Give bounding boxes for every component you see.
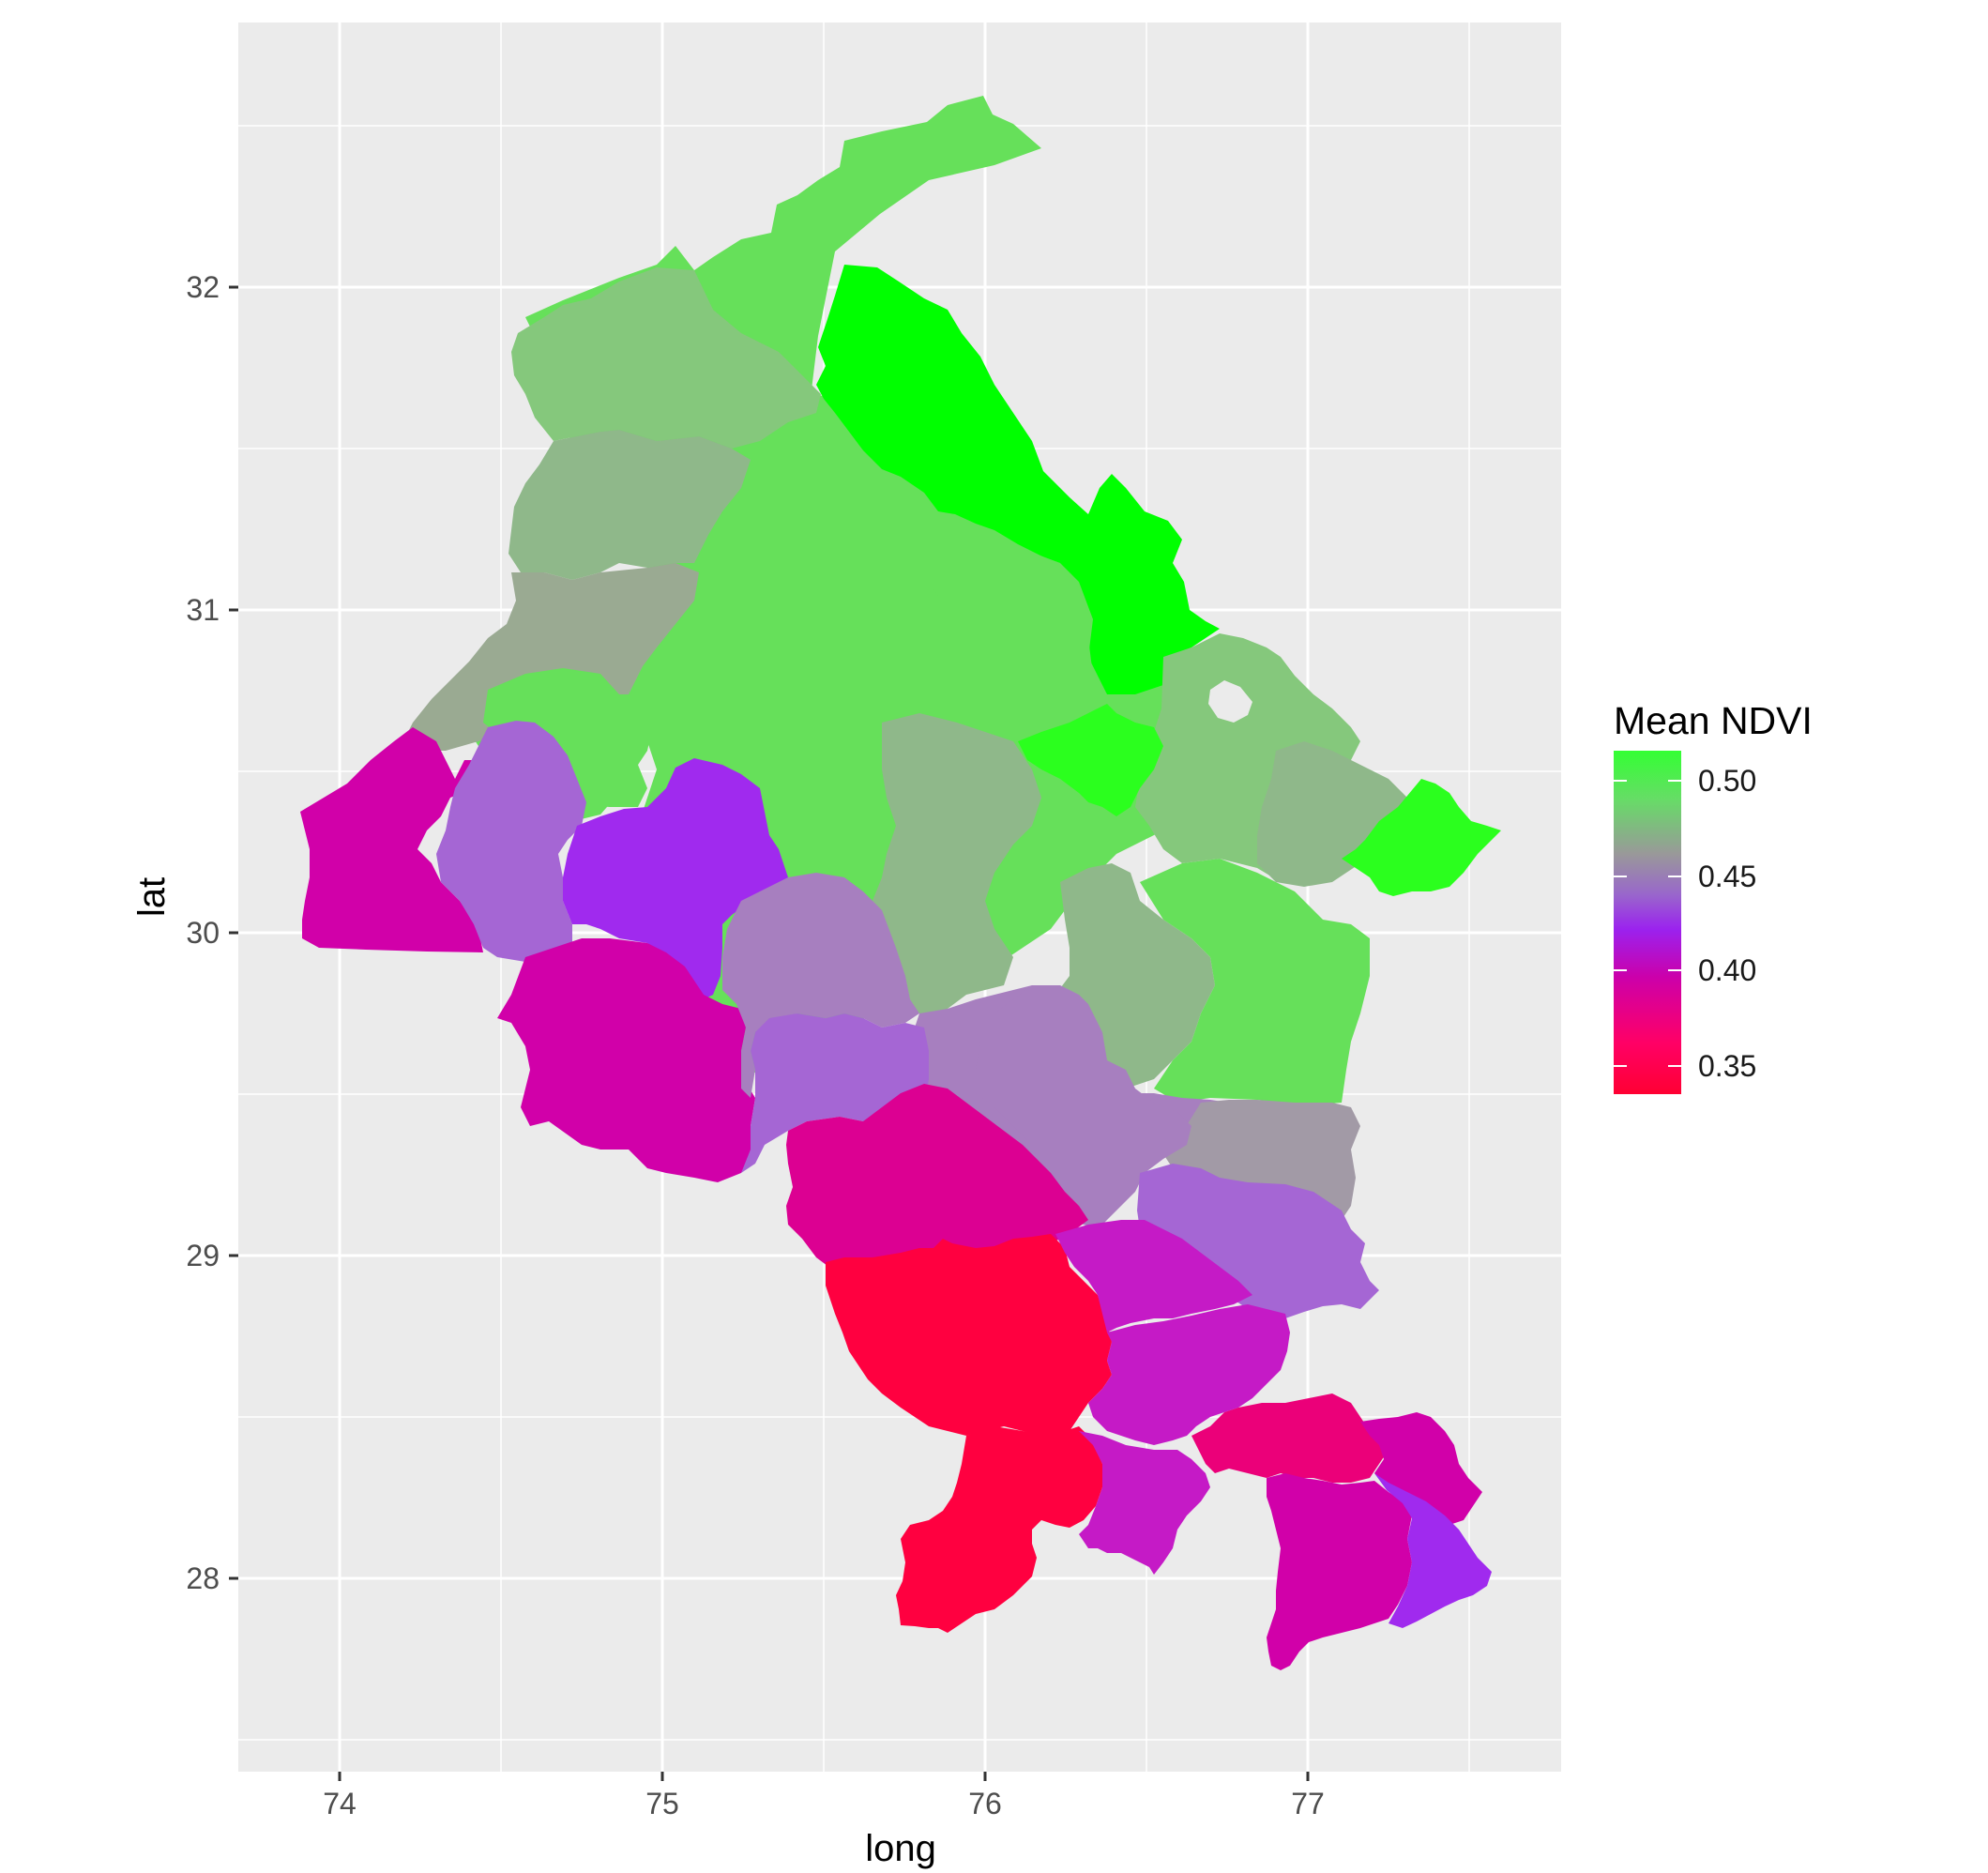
y-tick-label: 30 (186, 916, 220, 950)
x-tick-label: 77 (1291, 1787, 1325, 1820)
region-shape (483, 668, 647, 807)
region-shape (1055, 1220, 1252, 1332)
legend-label: 0.50 (1698, 764, 1756, 798)
region-shape (1342, 779, 1501, 896)
region-shape (511, 267, 821, 449)
region-shape (1267, 1473, 1412, 1670)
region-shape (1088, 1304, 1290, 1445)
axis-ticks (229, 285, 1310, 1781)
region-shape (929, 511, 1107, 751)
region-shape (436, 721, 586, 962)
region-shape (1140, 859, 1370, 1105)
x-tick-label: 75 (645, 1787, 679, 1820)
x-axis-tick-labels: 74 75 76 77 (323, 1787, 1325, 1820)
region-shape (497, 938, 755, 1182)
region-shape (300, 727, 483, 952)
legend: Mean NDVI 0.50 0.45 0.40 0.35 (1614, 699, 1813, 1094)
region-shape (1257, 741, 1407, 887)
region-shape (976, 985, 1191, 1229)
region-shape (741, 1013, 929, 1173)
x-tick-label: 74 (323, 1787, 357, 1820)
region-shape (1208, 680, 1252, 723)
region-shape (1191, 1393, 1389, 1483)
y-axis-title: lat (131, 877, 173, 917)
region-shape (403, 563, 699, 751)
region-shape (816, 265, 1220, 694)
region-shape (1018, 704, 1163, 816)
region-shape (508, 430, 751, 580)
legend-title: Mean NDVI (1614, 699, 1813, 742)
region-shape (786, 1084, 1088, 1290)
region-shape (849, 713, 1041, 1018)
region-shape (1079, 1431, 1210, 1575)
y-tick-label: 32 (186, 270, 220, 304)
legend-ticks (1614, 780, 1681, 1067)
y-tick-label: 29 (186, 1239, 220, 1272)
region-shape (1360, 1412, 1482, 1525)
region-shape (826, 1234, 1112, 1440)
legend-color-bar (1614, 751, 1681, 1094)
legend-label: 0.45 (1698, 860, 1756, 893)
region-shape (563, 758, 788, 999)
region-shape (1374, 1473, 1492, 1628)
legend-label: 0.35 (1698, 1049, 1756, 1083)
region-shape (1163, 1100, 1360, 1220)
region-shape (722, 873, 919, 1098)
y-tick-label: 31 (186, 593, 220, 627)
region-shape (896, 1426, 1102, 1633)
y-axis-tick-labels: 28 29 30 31 32 (186, 270, 220, 1595)
x-tick-label: 76 (968, 1787, 1002, 1820)
x-axis-title: long (865, 1828, 936, 1869)
y-tick-label: 28 (186, 1561, 220, 1595)
region-layer (300, 96, 1501, 1670)
legend-label: 0.40 (1698, 953, 1756, 987)
region-shape (1137, 1164, 1379, 1318)
